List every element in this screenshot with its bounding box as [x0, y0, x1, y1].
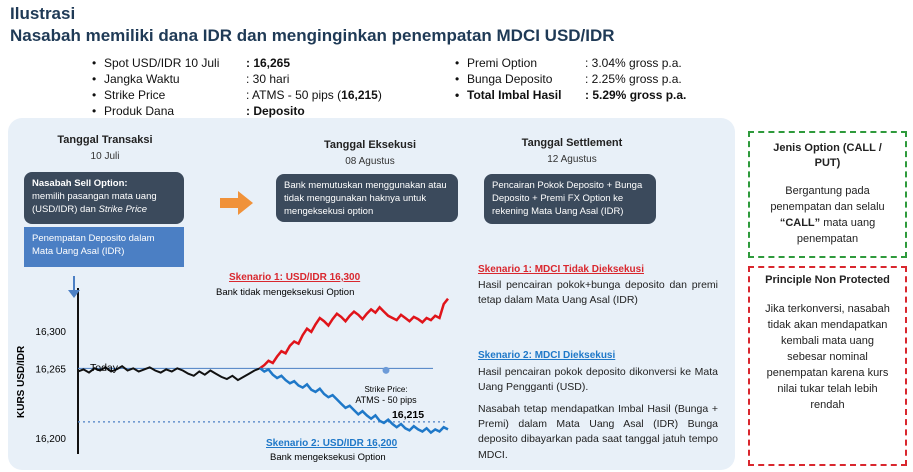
term-label: Jangka Waktu — [104, 72, 180, 86]
tanggal-transaksi-date: 10 Juli — [90, 151, 120, 162]
sell-option-body: memilih pasangan mata uang (USD/IDR) dan — [32, 190, 157, 215]
tanggal-transaksi-heading: Tanggal Transaksi — [57, 134, 153, 146]
y-tick-label: 16,300 — [35, 327, 66, 338]
term-label: Strike Price — [104, 88, 166, 102]
down-arrow-head — [68, 290, 80, 298]
term-label: Premi Option — [467, 56, 538, 70]
scenario1-body: Hasil pencairan pokok+bunga deposito dan… — [478, 279, 718, 307]
scenario2-price-line — [259, 367, 449, 435]
term-label: Total Imbal Hasil — [467, 88, 562, 102]
tanggal-eksekusi-heading: Tanggal Eksekusi — [323, 139, 417, 151]
strike-label-1: Strike Price: — [364, 385, 407, 394]
y-tick-label: 16,265 — [35, 364, 66, 375]
tanggal-settlement-date: 12 Agustus — [547, 154, 597, 165]
jenis-option-body: Bergantung pada penempatan dan selalu — [770, 184, 885, 213]
term-label: Spot USD/IDR 10 Juli — [104, 56, 220, 70]
term-value: : 2.25% gross p.a. — [585, 72, 682, 86]
jenis-option-box: Jenis Option (CALL / PUT) Bergantung pad… — [748, 131, 907, 258]
today-label: Today — [90, 362, 119, 374]
jenis-option-body-end: mata uang penempatan — [796, 216, 876, 245]
sell-option-emphasis: Strike Price — [98, 203, 148, 215]
term-value: : 16,265 — [246, 56, 291, 70]
scenario1-label: Skenario 1: USD/IDR 16,300 — [229, 272, 361, 283]
today-price-line — [77, 364, 261, 382]
kurs-chart: 16,300 16,265 16,200 KURS USD/IDR Today … — [16, 272, 449, 463]
term-value: : 3.04% gross p.a. — [585, 56, 682, 70]
pencairan-box: Pencairan Pokok Deposito + Bunga Deposit… — [484, 174, 656, 224]
strike-marker — [382, 366, 390, 374]
y-axis-label: KURS USD/IDR — [16, 345, 27, 418]
scenario2-label: Skenario 2: USD/IDR 16,200 — [266, 438, 398, 449]
term-value: : ATMS - 50 pips ( — [246, 88, 342, 102]
tanggal-settlement-heading: Tanggal Settlement — [521, 137, 623, 149]
page-title: Ilustrasi — [10, 4, 76, 23]
arrow-right-icon — [220, 190, 254, 220]
term-value: : 30 hari — [246, 72, 290, 86]
scenario1-note: Bank tidak mengeksekusi Option — [216, 287, 354, 298]
pnp-body: Jika terkonversi, nasabah tidak akan men… — [765, 303, 890, 411]
scenario2-note: Bank mengeksekusi Option — [270, 452, 386, 463]
strike-value: 16,215 — [392, 409, 424, 421]
term-label: Produk Dana — [104, 104, 175, 118]
strike-label-2: ATMS - 50 pips — [355, 395, 417, 405]
term-value-bold: 16,215 — [341, 88, 378, 102]
y-tick-label: 16,200 — [35, 434, 66, 445]
scenario2-title: Skenario 2: MDCI Dieksekusi — [478, 350, 616, 361]
sell-option-title: Nasabah Sell Option: — [32, 178, 128, 189]
scenario2-body: Hasil pencairan pokok deposito dikonvers… — [478, 366, 718, 394]
scenario2-body2: Nasabah tetap mendapatkan Imbal Hasil (B… — [478, 403, 718, 461]
sell-option-box: Nasabah Sell Option: memilih pasangan ma… — [24, 172, 184, 224]
principle-non-protected-box: Principle Non Protected Jika terkonversi… — [748, 266, 907, 466]
term-label: Bunga Deposito — [467, 72, 553, 86]
pnp-title: Principle Non Protected — [765, 274, 890, 286]
scenario1-price-line — [259, 297, 449, 370]
jenis-option-title: Jenis Option (CALL / PUT) — [773, 142, 882, 170]
tanggal-eksekusi-date: 08 Agustus — [345, 156, 395, 167]
bank-decision-box: Bank memutuskan menggunakan atau tidak m… — [276, 174, 458, 222]
jenis-option-call: “CALL” — [779, 216, 821, 229]
term-value-end: ) — [377, 88, 382, 102]
page-subtitle: Nasabah memiliki dana IDR dan mengingink… — [10, 26, 615, 45]
penempatan-box: Penempatan Deposito dalam Mata Uang Asal… — [24, 227, 184, 267]
term-value: : Deposito — [246, 104, 305, 118]
term-value: : 5.29% gross p.a. — [585, 88, 687, 102]
scenario1-title: Skenario 1: MDCI Tidak Dieksekusi — [478, 264, 644, 275]
